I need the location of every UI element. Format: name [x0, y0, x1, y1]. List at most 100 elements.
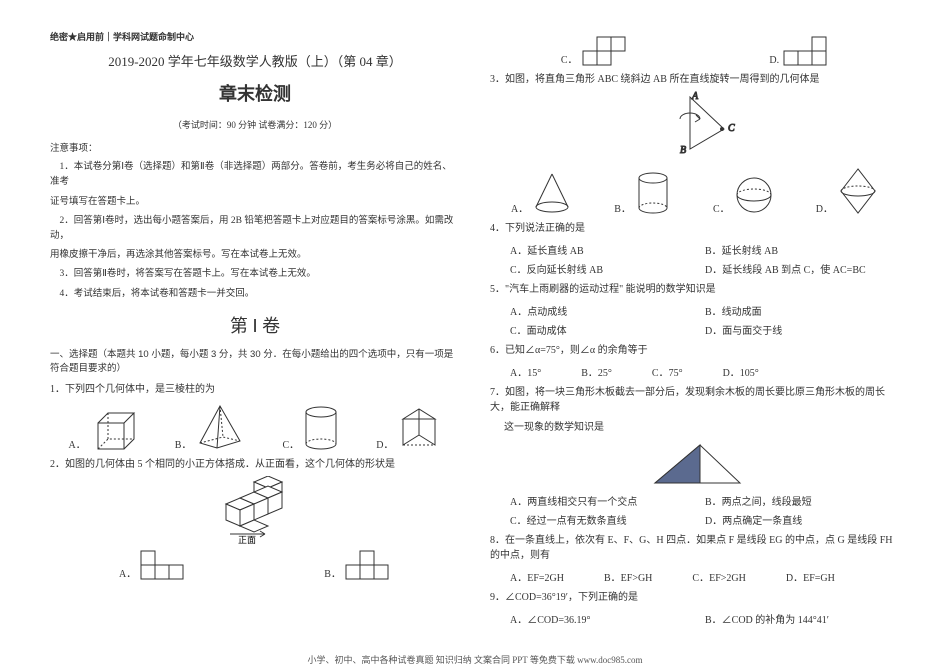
q4-opt-a: A．延长直线 AB — [510, 242, 705, 257]
notes-block: 注意事项： 1．本试卷分第Ⅰ卷（选择题）和第Ⅱ卷（非选择题）两部分。答卷前，考生… — [50, 141, 460, 302]
q6-options: A．15° B．25° C．75° D．105° — [490, 364, 900, 379]
left-column: 绝密★启用前｜学科网试题命制中心 2019-2020 学年七年级数学人教版（上）… — [50, 30, 460, 630]
opt-label: D． — [376, 436, 393, 451]
q8-text: 8．在一条直线上，依次有 E、F、G、H 四点．如果点 F 是线段 EG 的中点… — [490, 533, 900, 563]
opt-label: D． — [816, 200, 833, 215]
q2-opt-b: B． — [324, 550, 391, 580]
q2-opt-a: A． — [119, 550, 186, 580]
q2-text: 2．如图的几何体由 5 个相同的小正方体搭成．从正面看，这个几何体的形状是 — [50, 457, 460, 472]
q6-text: 6．已知∠α=75°，则∠α 的余角等于 — [490, 343, 900, 358]
opt-label: C． — [713, 200, 730, 215]
q3-opt-a: A． — [511, 171, 572, 215]
grid-shape-b-icon — [345, 550, 391, 580]
grid-shape-d-icon — [783, 36, 829, 66]
cylinder-icon-2 — [635, 171, 671, 215]
q7-text2: 这一现象的数学知识是 — [490, 420, 900, 435]
q8-opt-a: A．EF=2GH — [510, 569, 564, 584]
cylinder-icon — [303, 405, 339, 451]
pyramid-icon — [195, 403, 245, 451]
q7-options: A．两直线相交只有一个交点 B．两点之间，线段最短 C．经过一点有无数条直线 D… — [490, 493, 900, 527]
q2-figure: 正面 — [50, 476, 460, 544]
q4-opt-c: C．反向延长射线 AB — [510, 261, 705, 276]
q7-text: 7．如图，将一块三角形木板截去一部分后，发现剩余木板的周长要比原三角形木板的周长… — [490, 385, 900, 415]
q1-opt-d: D． — [376, 405, 441, 451]
grid-shape-a-icon — [140, 550, 186, 580]
note-1: 1．本试卷分第Ⅰ卷（选择题）和第Ⅱ卷（非选择题）两部分。答卷前，考生务必将自己的… — [50, 160, 460, 190]
cuboid-icon — [90, 409, 138, 451]
q5-options: A．点动成线 B．线动成面 C．面动成体 D．面与面交于线 — [490, 303, 900, 337]
opt-label: B． — [614, 200, 631, 215]
q5-text: 5．"汽车上雨刷器的运动过程" 能说明的数学知识是 — [490, 282, 900, 297]
q3-opt-c: C． — [713, 175, 774, 215]
q9-options: A．∠COD=36.19° B．∠COD 的补角为 144°41′ — [490, 611, 900, 626]
note-3: 3．回答第Ⅱ卷时，将答案写在答题卡上。写在本试卷上无效。 — [50, 267, 460, 282]
opt-label: B． — [324, 565, 341, 580]
opt-label: A． — [119, 565, 136, 580]
q7-opt-b: B．两点之间，线段最短 — [705, 493, 900, 508]
subtitle: 章末检测 — [50, 80, 460, 106]
q1-opt-b: B． — [175, 403, 246, 451]
q1-text: 1．下列四个几何体中，是三棱柱的为 — [50, 382, 460, 397]
columns: 绝密★启用前｜学科网试题命制中心 2019-2020 学年七年级数学人教版（上）… — [50, 30, 900, 630]
confidential-marker: 绝密★启用前｜学科网试题命制中心 — [50, 30, 460, 43]
q9-text: 9．∠COD=36°19′，下列正确的是 — [490, 590, 900, 605]
main-title: 2019-2020 学年七年级数学人教版（上）（第 04 章） — [50, 51, 460, 70]
q8-opt-c: C．EF>2GH — [692, 569, 745, 584]
sphere-icon — [734, 175, 774, 215]
q3-opt-d: D． — [816, 167, 879, 215]
q4-opt-d: D．延长线段 AB 到点 C，使 AC=BC — [705, 261, 900, 276]
q2-options-cd: C． D. — [490, 36, 900, 66]
front-label: 正面 — [238, 535, 256, 544]
exam-info: （考试时间：90 分钟 试卷满分：120 分） — [50, 118, 460, 131]
q6-opt-b: B．25° — [581, 364, 612, 379]
page: 绝密★启用前｜学科网试题命制中心 2019-2020 学年七年级数学人教版（上）… — [0, 0, 950, 672]
section-1-desc: 一、选择题（本题共 10 小题，每小题 3 分，共 30 分．在每小题给出的四个… — [50, 348, 460, 377]
q8-options: A．EF=2GH B．EF>GH C．EF>2GH D．EF=GH — [490, 569, 900, 584]
svg-text:B: B — [680, 145, 686, 156]
q1-options: A． B． — [50, 403, 460, 451]
note-1b: 证号填写在答题卡上。 — [50, 195, 460, 210]
q6-opt-c: C．75° — [652, 364, 683, 379]
footer: 小学、初中、高中各种试卷真题 知识归纳 文案合同 PPT 等免费下载 www.d… — [0, 653, 950, 666]
q1-opt-a: A． — [69, 409, 138, 451]
q3-options: A． B． — [490, 167, 900, 215]
q7-opt-a: A．两直线相交只有一个交点 — [510, 493, 705, 508]
q8-opt-d: D．EF=GH — [786, 569, 835, 584]
q4-text: 4．下列说法正确的是 — [490, 221, 900, 236]
opt-label: B． — [175, 436, 192, 451]
q9-opt-a: A．∠COD=36.19° — [510, 611, 705, 626]
q8-opt-b: B．EF>GH — [604, 569, 652, 584]
q7-opt-d: D．两点确定一条直线 — [705, 512, 900, 527]
bicone-icon — [837, 167, 879, 215]
note-2: 2．回答第Ⅰ卷时，选出每小题答案后，用 2B 铅笔把答题卡上对应题目的答案标号涂… — [50, 214, 460, 244]
opt-label: C． — [283, 436, 300, 451]
right-column: C． D. — [490, 30, 900, 630]
q1-opt-c: C． — [283, 405, 340, 451]
note-4: 4．考试结束后，将本试卷和答题卡一并交回。 — [50, 287, 460, 302]
opt-label: D. — [769, 55, 779, 66]
q5-opt-a: A．点动成线 — [510, 303, 705, 318]
q2-options: A． B． — [50, 550, 460, 580]
q6-opt-a: A．15° — [510, 364, 541, 379]
opt-label: C． — [561, 51, 578, 66]
cubes-figure-icon: 正面 — [210, 476, 300, 544]
q7-figure — [490, 439, 900, 487]
opt-label: A． — [511, 200, 528, 215]
q3-figure: A B C — [490, 91, 900, 161]
q3-opt-b: B． — [614, 171, 671, 215]
grid-shape-c-icon — [582, 36, 628, 66]
svg-text:A: A — [691, 91, 699, 102]
triangular-prism-icon — [397, 405, 441, 451]
cut-triangle-icon — [645, 439, 745, 487]
q2-opt-d: D. — [769, 36, 829, 66]
q4-options: A．延长直线 AB B．延长射线 AB C．反向延长射线 AB D．延长线段 A… — [490, 242, 900, 276]
q5-opt-b: B．线动成面 — [705, 303, 900, 318]
note-2b: 用橡皮擦干净后，再选涂其他答案标号。写在本试卷上无效。 — [50, 248, 460, 263]
q5-opt-d: D．面与面交于线 — [705, 322, 900, 337]
notes-header: 注意事项： — [50, 141, 460, 156]
cone-icon — [532, 171, 572, 215]
q3-text: 3．如图，将直角三角形 ABC 绕斜边 AB 所在直线旋转一周得到的几何体是 — [490, 72, 900, 87]
q5-opt-c: C．面动成体 — [510, 322, 705, 337]
q7-opt-c: C．经过一点有无数条直线 — [510, 512, 705, 527]
svg-text:C: C — [728, 123, 735, 134]
